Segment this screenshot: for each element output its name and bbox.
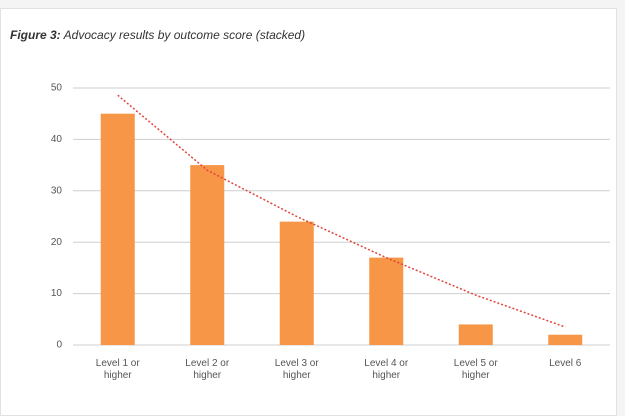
bar — [190, 165, 225, 345]
x-tick-label: Level 2 or higher — [185, 358, 230, 381]
title-text: Advocacy results by outcome score (stack… — [63, 28, 306, 42]
bar — [369, 257, 404, 345]
chart-title: Figure 3: Advocacy results by outcome sco… — [10, 28, 305, 42]
trendline — [117, 94, 566, 328]
y-tick-label: 40 — [51, 134, 63, 145]
figure-label: Figure 3: — [10, 28, 61, 42]
y-tick-label: 20 — [51, 237, 63, 248]
x-tick-label: Level 4 or higher — [364, 358, 409, 381]
bar — [548, 334, 583, 345]
bar — [458, 324, 493, 345]
x-tick-label: Level 1 or higher — [95, 358, 140, 381]
y-tick-label: 0 — [56, 340, 62, 351]
x-tick-label: Level 5 or higher — [453, 358, 498, 381]
x-tick-label: Level 6 — [549, 358, 582, 369]
y-tick-label: 50 — [51, 83, 63, 94]
y-tick-label: 30 — [51, 185, 63, 196]
bar — [100, 113, 135, 345]
y-tick-label: 10 — [51, 288, 63, 299]
x-tick-label: Level 3 or higher — [274, 358, 319, 381]
bar — [279, 221, 314, 345]
